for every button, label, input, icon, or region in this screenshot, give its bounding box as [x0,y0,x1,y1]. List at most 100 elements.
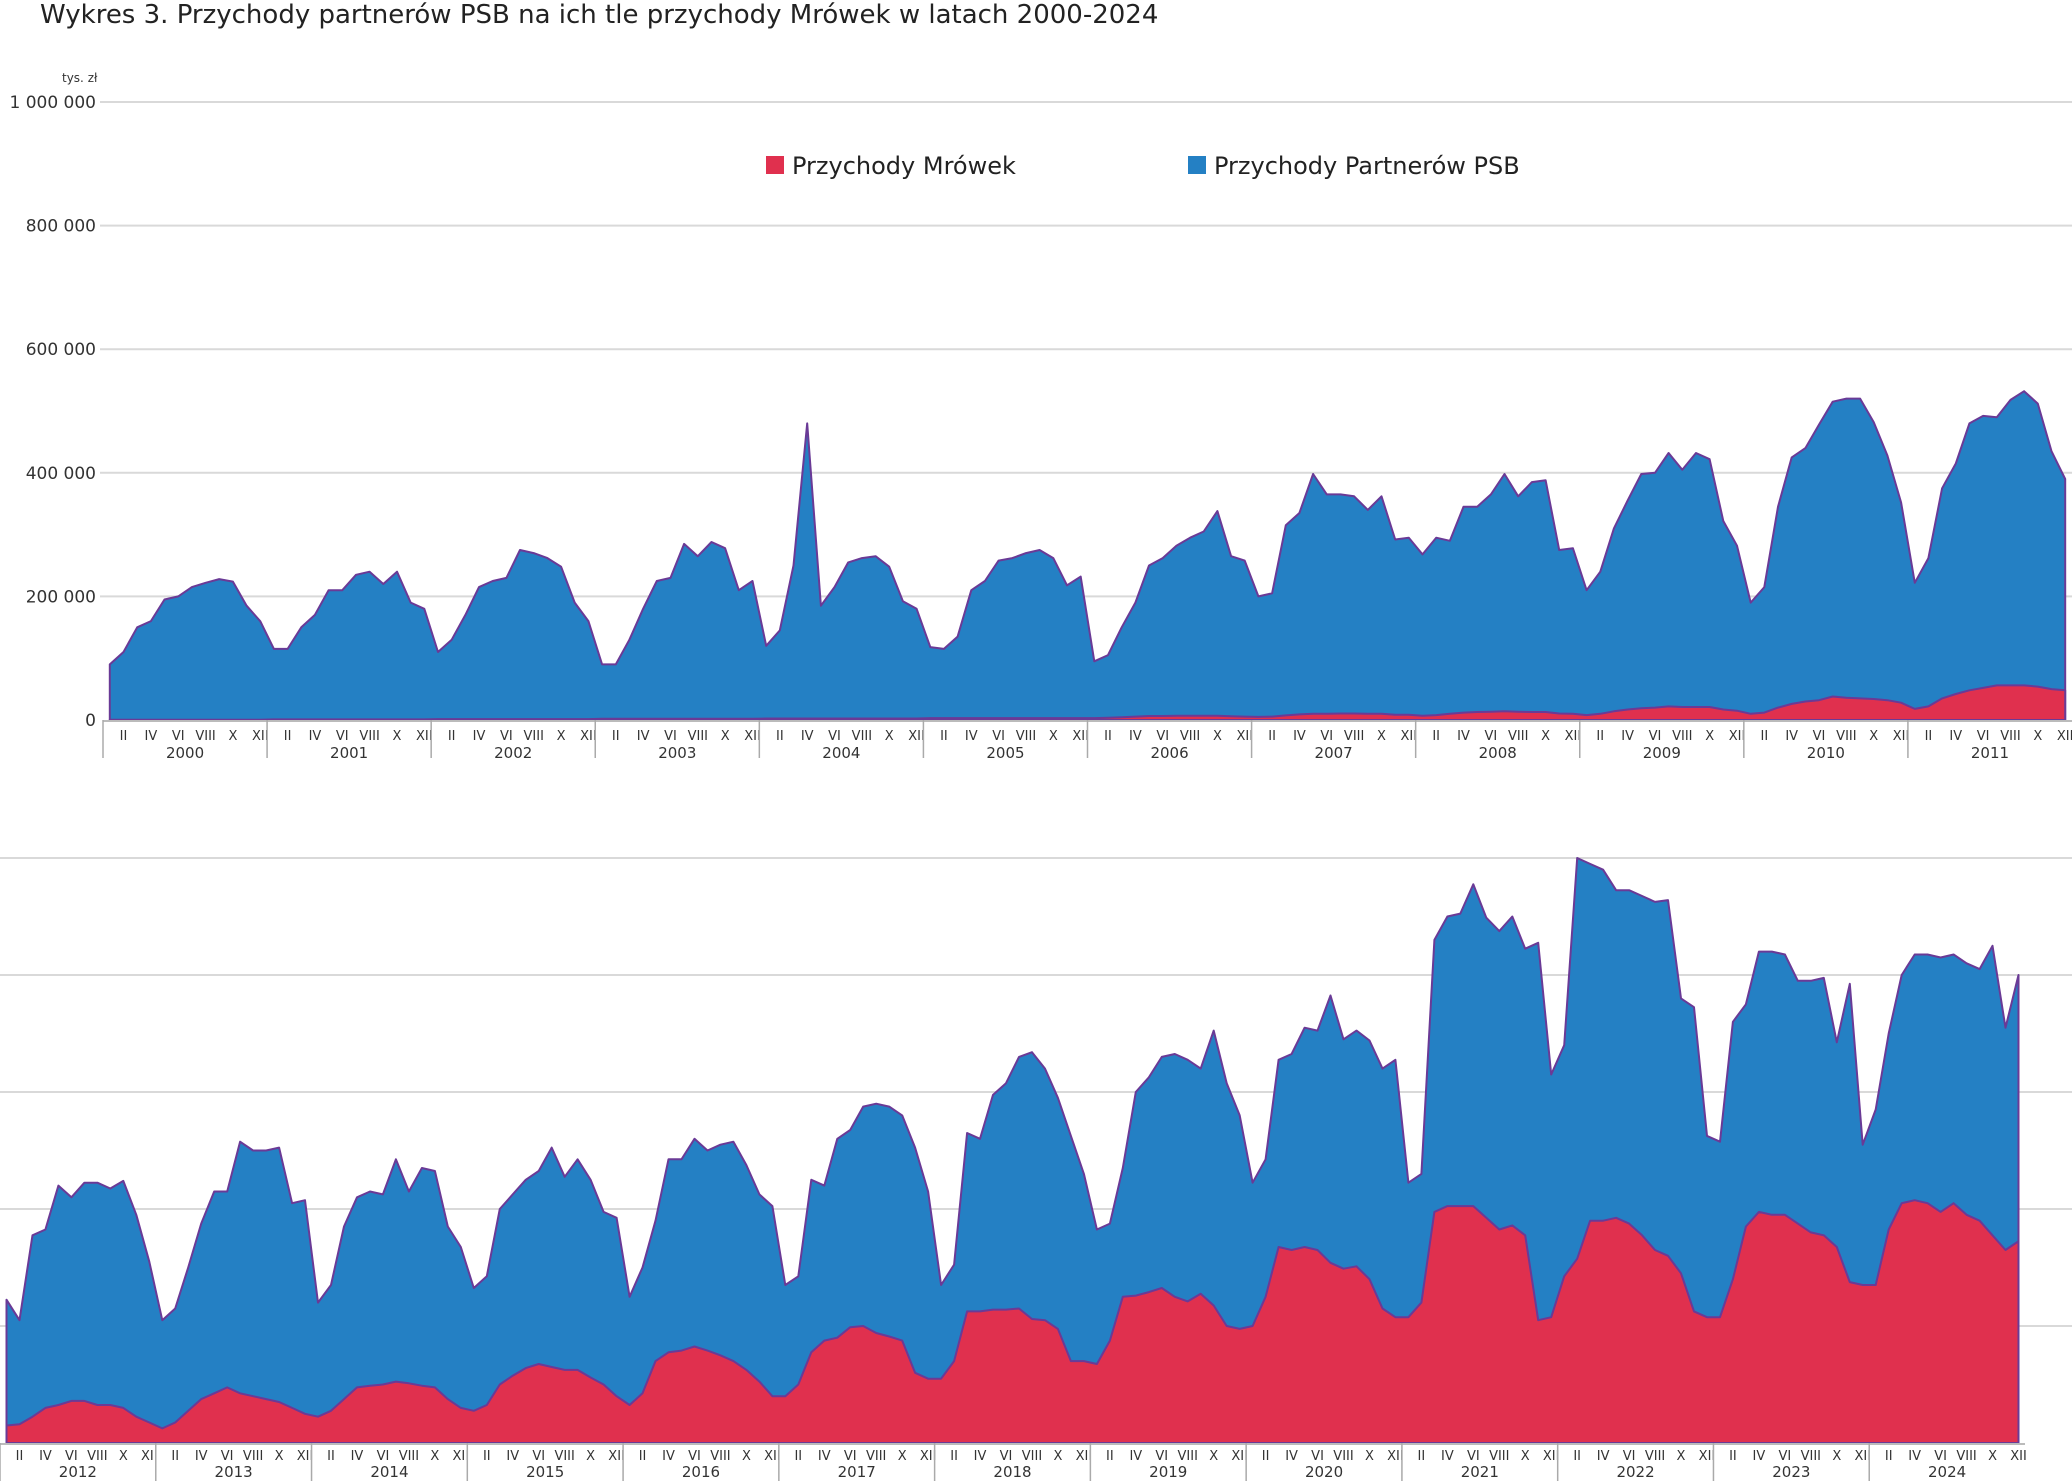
month-tick-label: X [1988,1449,1997,1464]
month-tick-label: VIII [1645,1449,1665,1464]
month-tick-label: XII [920,1449,937,1464]
month-tick-label: VI [1155,1449,1168,1464]
month-tick-label: X [898,1449,907,1464]
month-tick-label: X [721,729,730,744]
month-tick-label: II [483,1449,491,1464]
month-tick-label: II [1761,729,1769,744]
month-tick-label: XII [416,729,433,744]
month-tick-label: XII [1076,1449,1093,1464]
month-tick-label: XII [252,729,269,744]
y-unit-label: tys. zł [62,71,98,85]
month-tick-label: II [327,1449,335,1464]
month-tick-label: II [1432,729,1440,744]
month-tick-label: VIII [852,729,872,744]
year-tick-label: 2010 [1807,744,1845,762]
month-tick-label: IV [818,1449,831,1464]
month-tick-label: X [1832,1449,1841,1464]
y-tick-label: 800 000 [26,217,96,237]
month-tick-label: VIII [1333,1449,1353,1464]
month-tick-label: II [1268,729,1276,744]
month-tick-label: X [557,729,566,744]
month-tick-label: IV [637,729,650,744]
month-tick-label: VI [1311,1449,1324,1464]
month-tick-label: X [1677,1449,1686,1464]
month-tick-label: X [2033,729,2042,744]
month-tick-label: II [448,729,456,744]
month-tick-label: X [1053,1449,1062,1464]
month-tick-label: VI [1934,1449,1947,1464]
month-tick-label: II [1885,1449,1893,1464]
chart-title: Wykres 3. Przychody partnerów PSB na ich… [40,0,1159,30]
month-tick-label: VIII [1489,1449,1509,1464]
month-tick-label: XII [580,729,597,744]
month-tick-label: XII [1072,729,1089,744]
legend-item-przychody-mrowek-label: Przychody Mrówek [792,152,1016,180]
month-tick-label: VI [992,729,1005,744]
legend-item-przychody-partnerow-psb-swatch [1188,156,1206,174]
month-tick-label: II [794,1449,802,1464]
month-tick-label: VI [1320,729,1333,744]
month-tick-label: VIII [1022,1449,1042,1464]
year-tick-label: 2004 [822,744,860,762]
year-tick-label: 2018 [993,1463,1031,1481]
year-tick-label: 2024 [1928,1463,1966,1481]
month-tick-label: II [284,729,292,744]
area-przychody-mrowek [5,1199,2020,1444]
month-tick-label: IV [1908,1449,1921,1464]
month-tick-label: XII [764,1449,781,1464]
month-tick-label: XII [297,1449,314,1464]
year-tick-label: 2002 [494,744,532,762]
month-tick-label: IV [506,1449,519,1464]
month-tick-label: II [1418,1449,1426,1464]
month-tick-label: II [612,729,620,744]
month-tick-label: VI [172,729,185,744]
month-tick-label: XII [453,1449,470,1464]
month-tick-label: VIII [554,1449,574,1464]
month-tick-label: X [1365,1449,1374,1464]
month-tick-label: VIII [1344,729,1364,744]
month-tick-label: X [1213,729,1222,744]
month-tick-label: VIII [399,1449,419,1464]
month-tick-label: VIII [195,729,215,744]
month-tick-label: IV [1785,729,1798,744]
month-tick-label: IV [1597,1449,1610,1464]
month-tick-label: II [639,1449,647,1464]
month-tick-label: XII [1236,729,1253,744]
month-tick-label: VIII [2000,729,2020,744]
month-tick-label: IV [39,1449,52,1464]
month-tick-label: VI [1649,729,1662,744]
month-tick-label: IV [662,1449,675,1464]
month-tick-label: XII [1893,729,1910,744]
year-tick-label: 2021 [1461,1463,1499,1481]
month-tick-label: XII [908,729,925,744]
month-tick-label: X [1705,729,1714,744]
year-tick-label: 2013 [215,1463,253,1481]
month-tick-label: X [430,1449,439,1464]
month-tick-label: VI [336,729,349,744]
month-tick-label: IV [1293,729,1306,744]
month-tick-label: VIII [866,1449,886,1464]
month-tick-label: XII [1387,1449,1404,1464]
year-tick-label: 2016 [682,1463,720,1481]
month-tick-label: VIII [710,1449,730,1464]
month-tick-label: IV [309,729,322,744]
month-tick-label: VIII [524,729,544,744]
month-tick-label: II [776,729,784,744]
year-tick-label: 2009 [1643,744,1681,762]
month-tick-label: XII [1565,729,1582,744]
month-tick-label: IV [1129,1449,1142,1464]
month-tick-label: II [171,1449,179,1464]
month-tick-label: VI [500,729,513,744]
month-tick-label: X [1209,1449,1218,1464]
month-tick-label: IV [965,729,978,744]
y-tick-label: 0 [85,711,96,731]
month-tick-label: IV [1621,729,1634,744]
month-tick-label: XII [2010,1449,2027,1464]
month-tick-label: X [1869,729,1878,744]
month-tick-label: XII [1699,1449,1716,1464]
year-tick-label: 2012 [59,1463,97,1481]
year-tick-label: 2011 [1971,744,2009,762]
month-tick-label: IV [974,1449,987,1464]
month-tick-label: II [1104,729,1112,744]
month-tick-label: VI [664,729,677,744]
